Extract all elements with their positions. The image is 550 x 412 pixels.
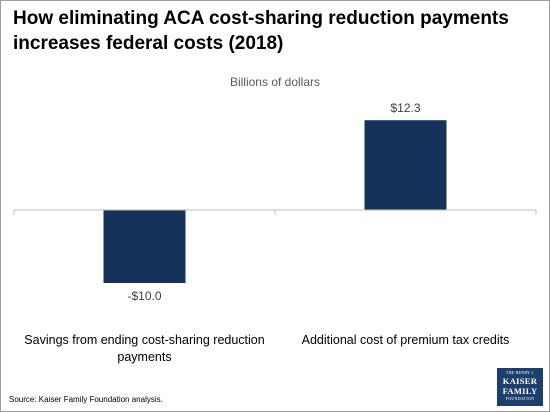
category-label-1-line-2: payments <box>117 350 171 364</box>
chart-title: How eliminating ACA cost-sharing reducti… <box>13 8 509 54</box>
logo-line-4: FOUNDATION <box>505 396 535 401</box>
logo-line-2: KAISER <box>502 376 538 386</box>
bar-2 <box>364 120 447 210</box>
source-note: Source: Kaiser Family Foundation analysi… <box>9 395 163 404</box>
kff-logo: THE HENRY J. KAISER FAMILY FOUNDATION <box>497 368 543 406</box>
data-label-2: $12.3 <box>390 101 420 115</box>
logo-line-3: FAMILY <box>502 385 538 396</box>
chart-subtitle: Billions of dollars <box>230 75 320 89</box>
category-label-2-line-1: Additional cost of premium tax credits <box>302 333 510 347</box>
data-label-1: -$10.0 <box>127 289 161 303</box>
logo-line-1: THE HENRY J. <box>505 370 535 375</box>
category-label-1-line-1: Savings from ending cost-sharing reducti… <box>24 333 264 347</box>
bar-1 <box>103 210 186 283</box>
